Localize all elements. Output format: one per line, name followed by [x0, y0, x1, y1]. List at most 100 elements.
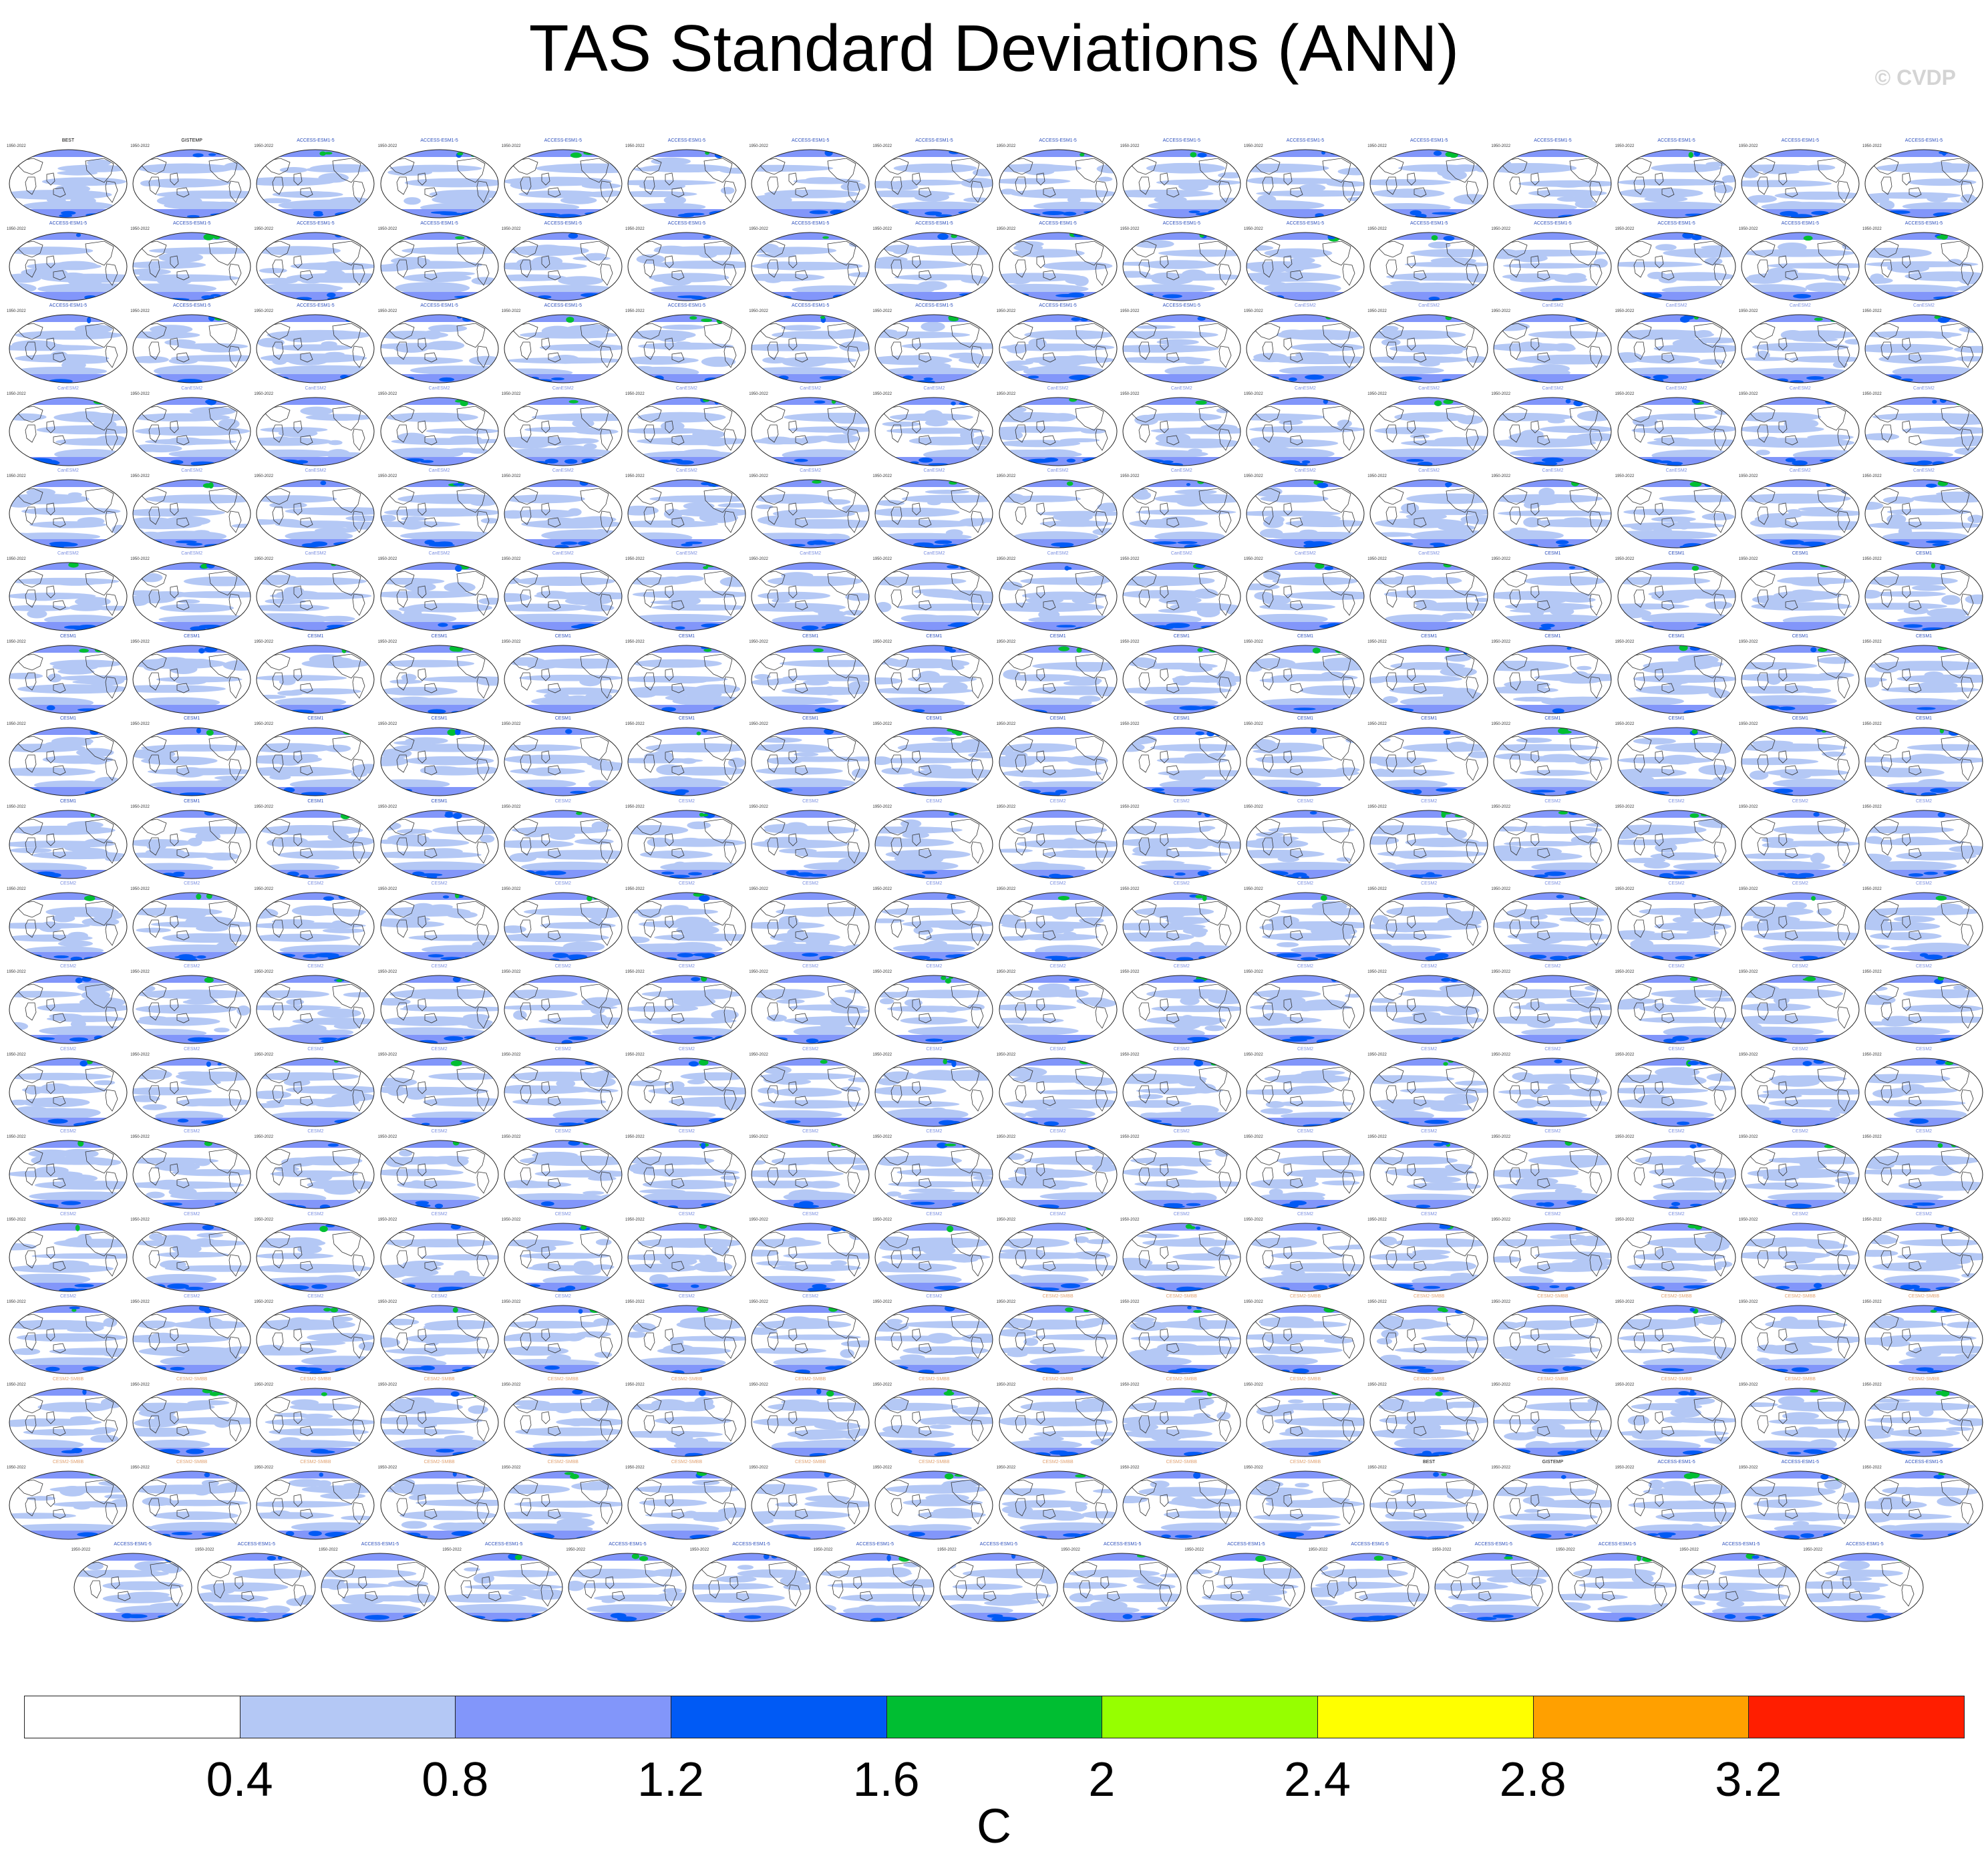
globe-map [1864, 810, 1983, 879]
globe-map [1246, 810, 1365, 879]
globe-map [1493, 727, 1612, 796]
panel-title: CESM2 [184, 1294, 200, 1299]
map-panel: 1950-2022 CanESM2 [872, 468, 995, 551]
panel-title: ACCESS-ESM1-5 [1657, 1459, 1695, 1464]
panel-period: 1950-2022 [377, 804, 397, 808]
panel-period: 1950-2022 [872, 1383, 892, 1386]
globe-map [1493, 479, 1612, 549]
panel-title: CESM2 [802, 881, 819, 887]
globe-map [1741, 1305, 1860, 1374]
globe-map [1617, 149, 1736, 218]
globe-map [1864, 1140, 1983, 1209]
panel-period: 1950-2022 [7, 970, 26, 973]
map-panel: 1950-2022 CESM1 [378, 799, 501, 882]
panel-period: 1950-2022 [996, 722, 1016, 726]
globe-map [1122, 1140, 1241, 1209]
globe-map [1434, 1553, 1553, 1622]
panel-period: 1950-2022 [1615, 474, 1635, 478]
panel-title: CESM1 [307, 716, 324, 722]
panel-title: CanESM2 [923, 468, 945, 474]
map-panel: 1950-2022 CESM2-SMBB [378, 1377, 501, 1460]
globe-map [132, 232, 251, 301]
panel-period: 1950-2022 [501, 639, 521, 643]
map-panel: 1950-2022 ACCESS-ESM1-5 [1491, 138, 1614, 221]
globe-map [504, 149, 623, 218]
globe-map [627, 1470, 746, 1540]
map-panel: 1950-2022 CESM2 [7, 1129, 130, 1212]
panel-period: 1950-2022 [749, 309, 768, 313]
panel-period: 1950-2022 [1738, 804, 1758, 808]
globe-map [132, 1305, 251, 1374]
panel-title: CESM2 [926, 798, 943, 804]
panel-title: CESM2 [59, 1294, 77, 1299]
globe-map [874, 479, 993, 549]
map-panel: 1950-2022 CESM2 [1615, 1212, 1738, 1295]
panel-period: 1950-2022 [1491, 1052, 1511, 1056]
panel-title: CESM2 [554, 1046, 571, 1052]
map-panel: 1950-2022 CESM2-SMBB [130, 1377, 253, 1460]
panel-period: 1950-2022 [1308, 1548, 1328, 1552]
map-panel: 1950-2022 CESM2 [254, 1047, 377, 1130]
globe-map [504, 1470, 623, 1540]
panel-period: 1950-2022 [1615, 804, 1635, 808]
panel-period: 1950-2022 [254, 144, 274, 148]
globe-map [132, 727, 251, 796]
colorbar-swatch [886, 1696, 1103, 1738]
panel-period: 1950-2022 [996, 144, 1016, 148]
panel-title: CESM1 [1915, 716, 1933, 722]
map-panel: 1950-2022 CESM2 [1615, 1129, 1738, 1212]
panel-period: 1950-2022 [625, 887, 645, 891]
map-panel: 1950-2022 CESM2-SMBB [1739, 1294, 1862, 1377]
globe-map [380, 975, 499, 1044]
map-panel: 1950-2022 CESM2 [1491, 799, 1614, 882]
panel-title: CESM1 [184, 716, 200, 722]
panel-title: CanESM2 [1047, 385, 1069, 391]
panel-title: CESM1 [1173, 633, 1190, 639]
globe-map [751, 1388, 870, 1457]
panel-title: CESM2 [59, 1129, 77, 1134]
map-panel: 1950-2022 ACCESS-ESM1-5 [690, 1542, 813, 1625]
map-panel: 1950-2022 ACCESS-ESM1-5 [814, 1542, 937, 1625]
panel-period: 1950-2022 [130, 309, 150, 313]
panel-period: 1950-2022 [254, 1052, 274, 1056]
globe-map [751, 1223, 870, 1292]
panel-title: CESM2 [554, 1211, 571, 1217]
panel-period: 1950-2022 [1120, 392, 1140, 396]
globe-map [1493, 1140, 1612, 1209]
globe-map [504, 232, 623, 301]
panel-period: 1950-2022 [1738, 226, 1758, 230]
panel-period: 1950-2022 [872, 392, 892, 396]
panel-title: ACCESS-ESM1-5 [544, 303, 582, 309]
panel-period: 1950-2022 [1862, 887, 1882, 891]
panel-period: 1950-2022 [996, 970, 1016, 973]
globe-map [999, 1388, 1118, 1457]
globe-map [874, 562, 993, 631]
panel-title: CESM2-SMBB [547, 1377, 578, 1382]
map-panel: 1950-2022 ACCESS-ESM1-5 [997, 303, 1120, 386]
panel-title: CESM2 [1049, 798, 1066, 804]
panel-title: CanESM2 [428, 551, 450, 556]
map-panel: 1950-2022 CanESM2 [997, 468, 1120, 551]
globe-map [504, 562, 623, 631]
globe-map [380, 892, 499, 961]
map-panel: 1950-2022 CESM2 [1491, 1212, 1614, 1295]
map-panel: 1950-2022 CESM2 [997, 1212, 1120, 1295]
globe-map [939, 1553, 1058, 1622]
map-panel: 1950-2022 ACCESS-ESM1-5 [1244, 221, 1367, 304]
panel-title: CESM2 [307, 1211, 324, 1217]
map-panel: 1950-2022 ACCESS-ESM1-5 [1615, 221, 1738, 304]
panel-title: GISTEMP [1542, 1459, 1564, 1464]
panel-title: CESM2-SMBB [1166, 1459, 1197, 1464]
panel-title: CESM1 [802, 633, 819, 639]
globe-map [874, 892, 993, 961]
panel-title: CanESM2 [305, 551, 327, 556]
globe-map [1369, 149, 1488, 218]
panel-title: CanESM2 [1295, 468, 1316, 474]
panel-period: 1950-2022 [501, 1052, 521, 1056]
panel-title: CESM2 [1792, 1046, 1808, 1052]
map-panel: 1950-2022 ACCESS-ESM1-5 [997, 221, 1120, 304]
map-panel: 1950-2022 CESM2 [1367, 1047, 1490, 1130]
map-panel: 1950-2022 CESM2-SMBB [997, 1460, 1120, 1543]
panel-title: CESM2 [1792, 1211, 1808, 1217]
globe-map [9, 397, 128, 466]
